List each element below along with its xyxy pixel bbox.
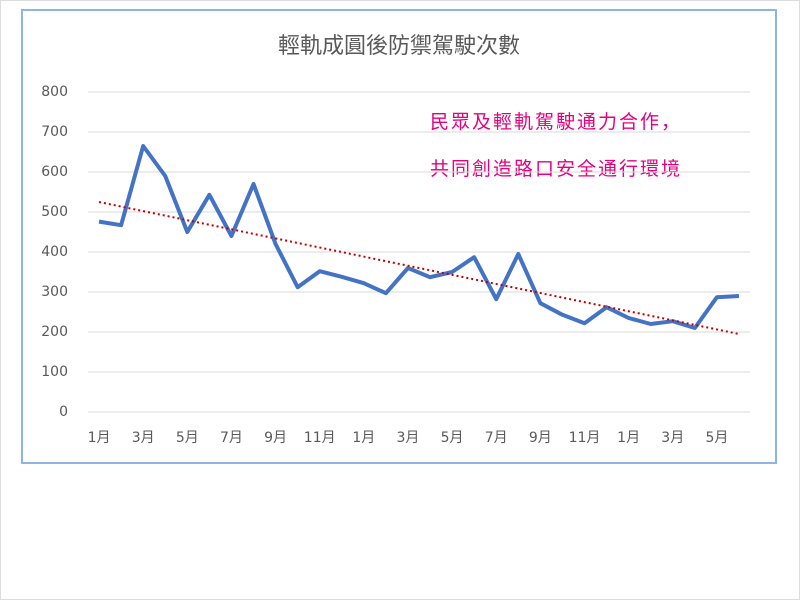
- chart-title: 輕軌成圓後防禦駕駛次數: [278, 34, 520, 59]
- x-tick-label: 5月: [176, 430, 199, 446]
- y-tick-label: 300: [41, 284, 68, 300]
- y-tick-label: 600: [41, 164, 68, 180]
- x-tick-label: 11月: [304, 430, 336, 446]
- y-tick-label: 200: [41, 324, 68, 340]
- chart-frame: [21, 9, 777, 464]
- x-tick-label: 1月: [617, 430, 640, 446]
- x-tick-label: 7月: [220, 430, 243, 446]
- y-tick-label: 700: [41, 124, 68, 140]
- y-tick-label: 100: [41, 364, 68, 380]
- y-tick-label: 400: [41, 244, 68, 260]
- y-tick-label: 800: [41, 84, 68, 100]
- trendline: [98, 201, 740, 335]
- x-tick-label: 3月: [132, 430, 155, 446]
- annotation: 共同創造路口安全通行環境: [430, 158, 682, 180]
- x-tick-label: 9月: [264, 430, 287, 446]
- x-tick-label: 3月: [397, 430, 420, 446]
- annotation: 民眾及輕軌駕駛通力合作，: [430, 111, 682, 133]
- x-tick-label: 9月: [529, 430, 552, 446]
- data-line: [98, 144, 740, 330]
- x-tick-label: 1月: [88, 430, 111, 446]
- y-tick-label: 0: [59, 404, 68, 420]
- x-tick-label: 3月: [661, 430, 684, 446]
- x-tick-label: 1月: [352, 430, 375, 446]
- x-tick-label: 11月: [569, 430, 601, 446]
- y-tick-label: 500: [41, 204, 68, 220]
- x-tick-label: 5月: [441, 430, 464, 446]
- x-tick-label: 7月: [485, 430, 508, 446]
- x-tick-label: 5月: [705, 430, 728, 446]
